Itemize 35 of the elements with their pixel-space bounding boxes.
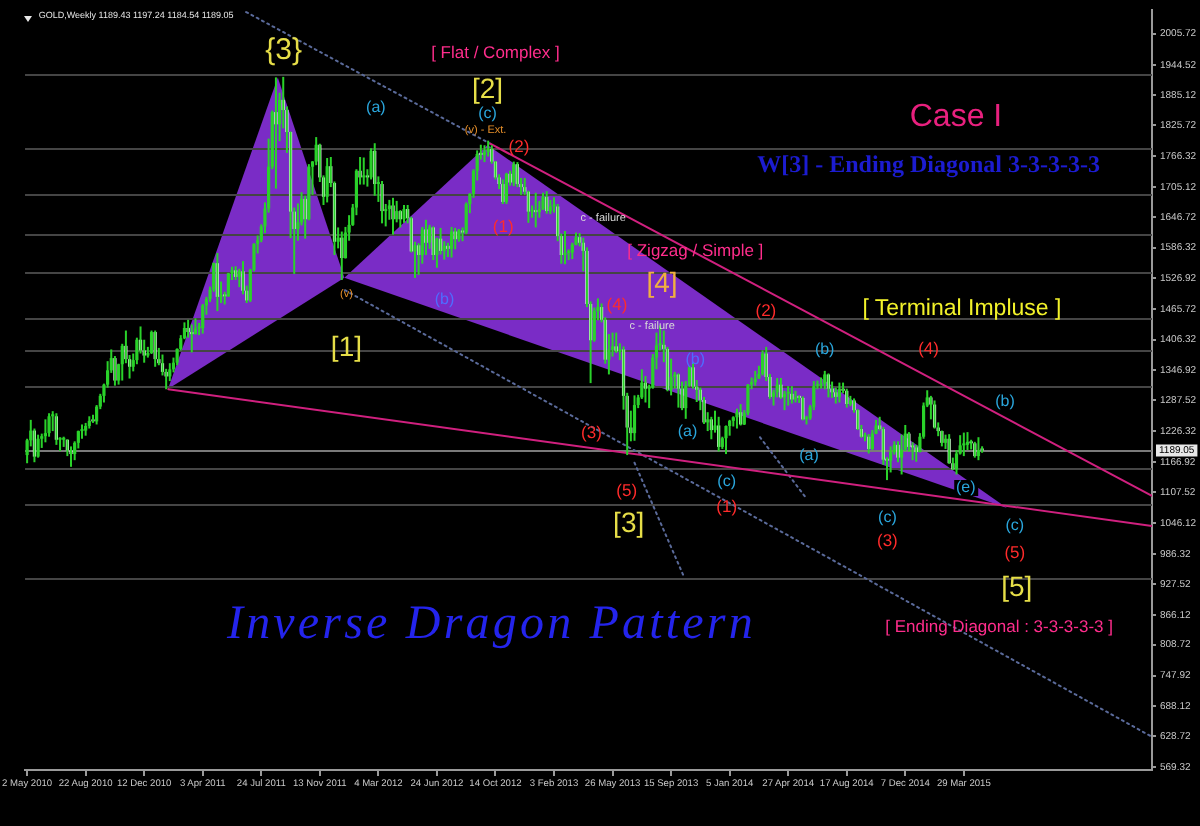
annotation: (1)	[492, 215, 514, 236]
annotation: (b)	[434, 289, 455, 308]
annotation: [ Flat / Complex ]	[431, 41, 560, 62]
annotation: (4)	[606, 293, 628, 314]
annotation: (b)	[814, 339, 835, 358]
annotation: [3]	[613, 505, 645, 538]
annotation: (2)	[755, 299, 777, 320]
annotation: [ Zigzag / Simple ]	[627, 239, 764, 260]
annotation: (5)	[1004, 541, 1026, 562]
annotation: (4)	[918, 336, 939, 357]
annotation: (c)	[878, 507, 897, 526]
annotation: (c)	[1005, 515, 1025, 534]
annotation: (e)	[954, 478, 978, 497]
annotation: (3)	[876, 529, 898, 550]
annotation: (c)	[717, 472, 737, 491]
annotation: (5)	[616, 479, 638, 500]
annotation: (a)	[799, 446, 819, 465]
annotation: {3}	[265, 32, 303, 67]
annotation: (3)	[581, 422, 602, 443]
annotation: (a)	[677, 422, 698, 441]
annotation: (2)	[508, 136, 530, 157]
annotation: W[3] - Ending Diagonal 3-3-3-3-3	[757, 150, 1100, 179]
annotation: (1)	[716, 495, 738, 516]
annotation: [4]	[646, 265, 678, 298]
annotation: [5]	[1001, 569, 1033, 602]
annotation: [1]	[330, 329, 363, 362]
annotation: [ Ending Diagonal : 3-3-3-3-3 ]	[885, 614, 1113, 635]
annotation: (b)	[685, 349, 706, 368]
annotation: (a)	[366, 97, 386, 116]
annotation: [ Terminal Impluse ]	[862, 296, 1062, 322]
annotation: (c)	[478, 103, 497, 122]
annotation: [2]	[471, 71, 504, 104]
annotation: Inverse Dragon Pattern	[226, 597, 756, 650]
annotation: Case I	[909, 99, 1003, 134]
annotation: (b)	[995, 392, 1015, 411]
